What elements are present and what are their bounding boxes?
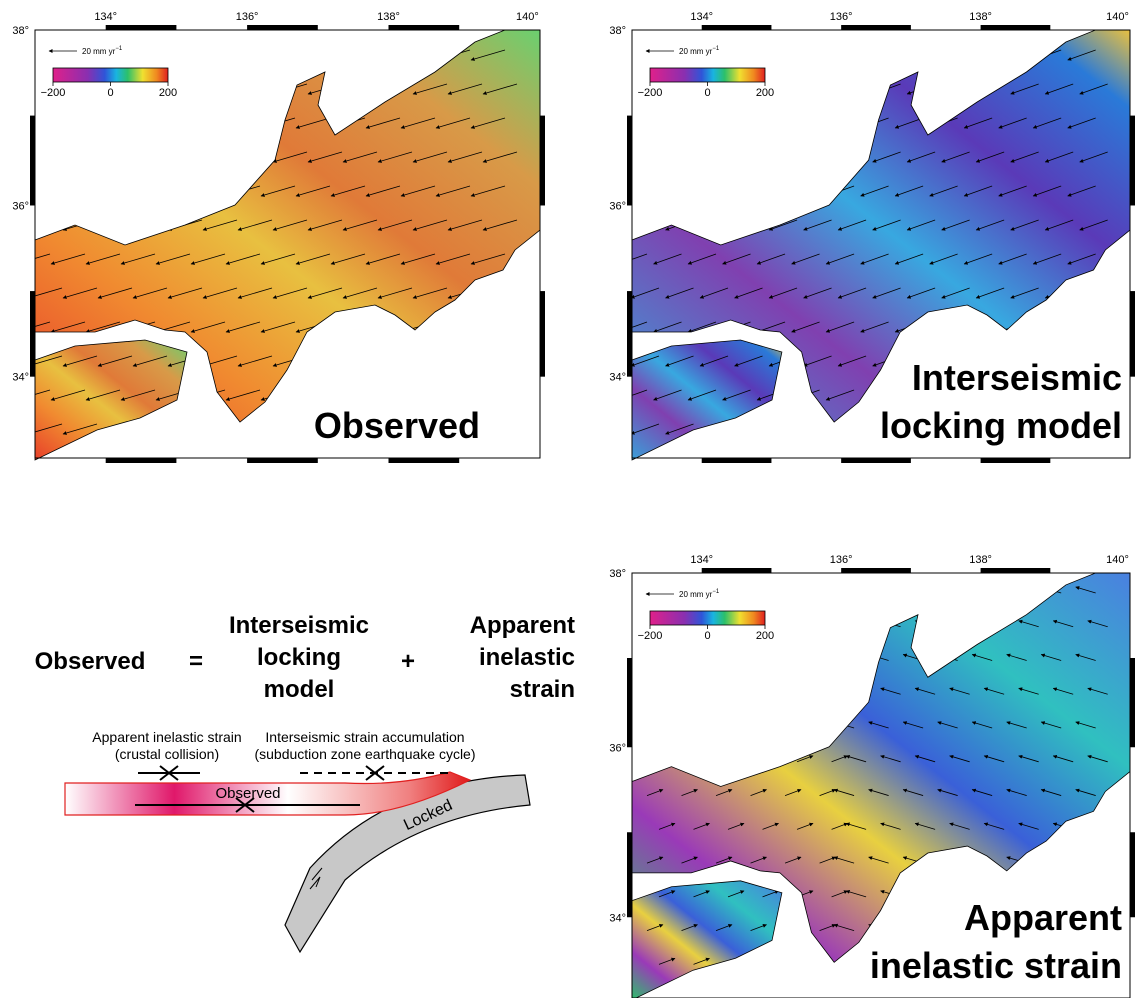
equation-operator: = — [189, 648, 203, 675]
longitude-label: 140° — [1106, 11, 1129, 23]
equation-operator: + — [401, 648, 415, 675]
longitude-label: 138° — [969, 554, 992, 566]
scale-text: 20 mm yr — [679, 590, 713, 599]
border-segment — [841, 25, 911, 30]
border-segment — [1130, 116, 1135, 206]
colorbar — [650, 68, 765, 82]
colorbar — [53, 68, 168, 82]
border-segment — [540, 291, 545, 377]
longitude-label: 134° — [690, 11, 713, 23]
longitude-label: 136° — [236, 11, 259, 23]
latitude-label: 36° — [12, 200, 29, 212]
colorbar-label: 0 — [704, 87, 710, 99]
border-segment — [106, 25, 177, 30]
colorbar-label: −200 — [638, 630, 663, 642]
scale-exponent: −1 — [115, 46, 123, 52]
diagram-caption: Apparent inelastic strain — [92, 729, 241, 745]
border-segment — [702, 458, 772, 463]
equation-term: locking — [257, 644, 341, 671]
latitude-label: 38° — [12, 25, 29, 37]
panel-label: Apparent — [964, 897, 1122, 938]
colorbar-label: 0 — [704, 630, 710, 642]
border-segment — [981, 568, 1051, 573]
latitude-label: 38° — [609, 568, 626, 580]
panel-label: locking model — [880, 405, 1122, 446]
latitude-label: 36° — [609, 200, 626, 212]
figure: 134°136°138°140°38°36°34°20 mm yr−1−2000… — [0, 0, 1135, 998]
scale-exponent: −1 — [712, 46, 720, 52]
equation-term: Apparent — [470, 612, 575, 639]
diagram-caption: Interseismic strain accumulation — [265, 729, 464, 745]
colorbar-label: −200 — [638, 87, 663, 99]
border-segment — [1130, 291, 1135, 377]
border-segment — [702, 568, 772, 573]
map-panel: 134° 136° 138° 140° 38° 36° 34° 20 mm yr−1 −200 0… — [609, 11, 1135, 463]
border-segment — [841, 458, 911, 463]
longitude-label: 134° — [94, 11, 117, 23]
border-segment — [247, 25, 318, 30]
equation-term: inelastic — [479, 644, 575, 671]
scale-text: 20 mm yr — [82, 47, 116, 56]
latitude-label: 38° — [609, 25, 626, 37]
equation-term: strain — [510, 676, 575, 703]
border-segment — [981, 458, 1051, 463]
colorbar-label: 0 — [107, 87, 113, 99]
equation: Observed = Interseismic locking model Apparen… — [35, 612, 575, 703]
border-segment — [627, 116, 632, 206]
colorbar-label: 200 — [756, 87, 774, 99]
colorbar-label: −200 — [41, 87, 66, 99]
equation-term: Observed — [35, 648, 146, 675]
equation-term: Interseismic — [229, 612, 369, 639]
colorbar — [650, 611, 765, 625]
border-segment — [841, 568, 911, 573]
panel-label: inelastic strain — [870, 945, 1122, 986]
longitude-label: 136° — [830, 554, 853, 566]
longitude-label: 140° — [1106, 554, 1129, 566]
border-segment — [30, 116, 35, 206]
border-segment — [247, 458, 318, 463]
border-segment — [106, 458, 177, 463]
schematic — [65, 766, 530, 952]
equation-term: model — [264, 676, 335, 703]
longitude-label: 134° — [690, 554, 713, 566]
border-segment — [1130, 658, 1135, 747]
border-segment — [30, 291, 35, 377]
diagram-observed: Observed — [215, 785, 280, 802]
border-segment — [627, 291, 632, 377]
latitude-label: 34° — [609, 912, 626, 924]
border-segment — [389, 25, 460, 30]
longitude-label: 136° — [830, 11, 853, 23]
panel-label: Interseismic — [912, 357, 1122, 398]
latitude-label: 36° — [609, 742, 626, 754]
map-panel: 134° 136° 138° 140° 38° 36° 34° 20 mm yr−1 −200 0… — [609, 554, 1135, 998]
longitude-label: 140° — [516, 11, 539, 23]
scale-exponent: −1 — [712, 589, 720, 595]
map-panel: 134° 136° 138° 140° 38° 36° 34° 20 mm yr−1 −200 0… — [12, 11, 545, 463]
colorbar-label: 200 — [159, 87, 177, 99]
strain-cross — [366, 766, 384, 780]
colorbar-label: 200 — [756, 630, 774, 642]
border-segment — [627, 832, 632, 917]
latitude-label: 34° — [609, 372, 626, 384]
border-segment — [627, 658, 632, 747]
border-segment — [702, 25, 772, 30]
border-segment — [1130, 832, 1135, 917]
border-segment — [540, 116, 545, 206]
page: {"maps": [ {"label": ["Observed"], "lon_… — [0, 0, 1135, 998]
latitude-label: 34° — [12, 372, 29, 384]
longitude-label: 138° — [377, 11, 400, 23]
border-segment — [981, 25, 1051, 30]
diagram-caption: (crustal collision) — [115, 746, 219, 762]
diagram-caption: (subduction zone earthquake cycle) — [254, 746, 475, 762]
longitude-label: 138° — [969, 11, 992, 23]
scale-text: 20 mm yr — [679, 47, 713, 56]
panel-label: Observed — [314, 405, 480, 446]
border-segment — [389, 458, 460, 463]
